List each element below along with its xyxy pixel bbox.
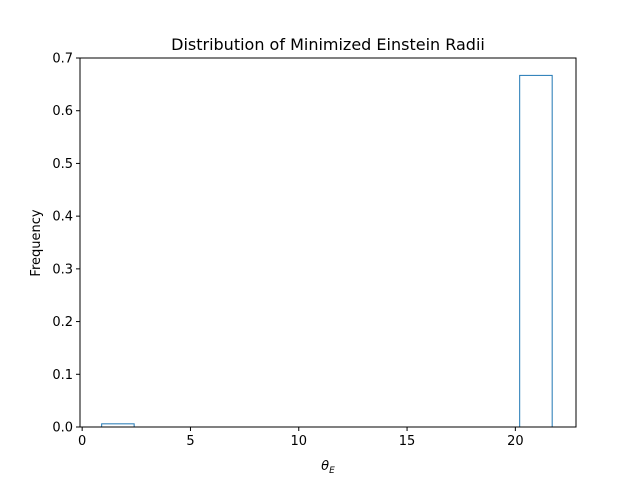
x-axis-label: θE — [321, 459, 335, 476]
y-tick-label: 0.5 — [52, 157, 73, 172]
x-tick-label: 0 — [78, 434, 86, 449]
bars-group — [101, 74, 553, 428]
y-tick-label: 0.4 — [52, 210, 73, 225]
y-tick-label: 0.3 — [52, 262, 73, 277]
x-tick-label: 15 — [399, 434, 416, 449]
y-axis-label: Frequency — [29, 209, 44, 276]
x-axis-label-symbol: θ — [321, 459, 329, 474]
histogram-bar-2 — [519, 74, 553, 428]
x-tick-label: 5 — [186, 434, 194, 449]
y-tick-label: 0.0 — [52, 421, 73, 436]
x-axis-label-subscript: E — [329, 466, 335, 476]
chart-title: Distribution of Minimized Einstein Radii — [171, 35, 485, 54]
x-tick-label: 10 — [290, 434, 307, 449]
y-axis: 0.0 0.1 0.2 0.3 0.4 0.5 0.6 0.7 — [52, 52, 80, 436]
x-tick-label: 20 — [507, 434, 524, 449]
y-tick-label: 0.1 — [52, 368, 73, 383]
x-axis: 0 5 10 15 20 — [78, 427, 524, 449]
y-tick-label: 0.2 — [52, 315, 73, 330]
plot-frame — [79, 57, 577, 428]
y-tick-label: 0.7 — [52, 52, 73, 67]
y-tick-label: 0.6 — [52, 104, 73, 119]
